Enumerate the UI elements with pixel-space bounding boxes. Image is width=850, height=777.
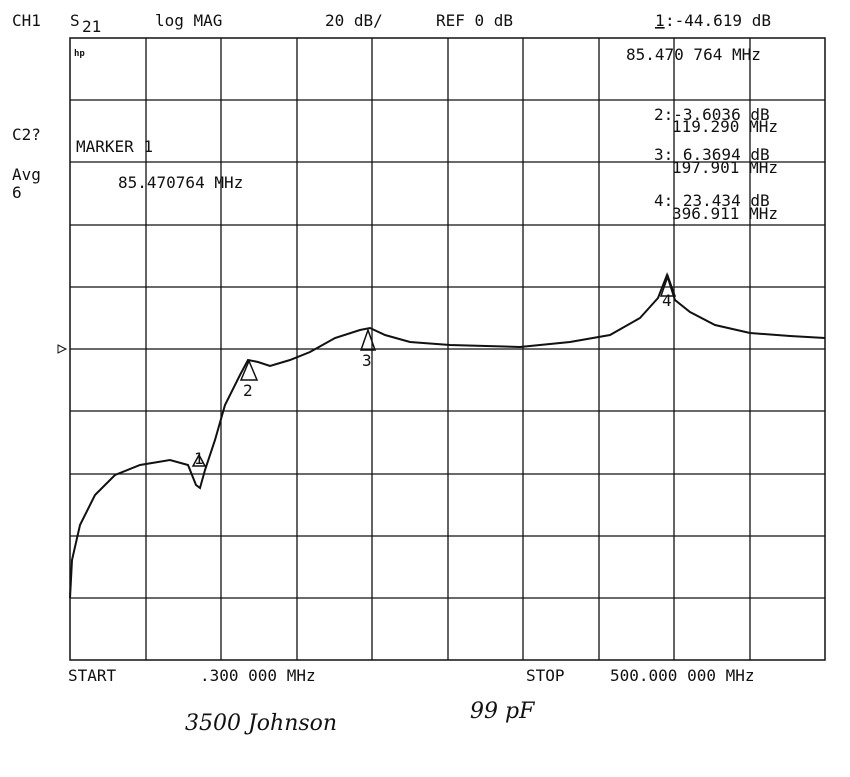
handwritten-note: 3500 Johnson	[185, 711, 337, 736]
marker-freq: 119.290 MHz	[672, 117, 778, 136]
active-marker-num: 1	[655, 11, 665, 30]
handwritten-cap: 99 pF	[470, 699, 535, 724]
trace-label: 4	[662, 291, 672, 310]
trace-label: 3	[362, 351, 372, 370]
stop-freq: 500.000 000 MHz	[610, 666, 755, 685]
active-marker-freq: 85.470 764 MHz	[626, 45, 761, 64]
marker-box-title: MARKER 1	[76, 137, 153, 156]
param: S	[70, 11, 80, 30]
marker-value: 4: 23.434 dB	[654, 191, 770, 210]
start-label: START	[68, 666, 117, 685]
marker-freq: 197.901 MHz	[672, 158, 778, 177]
marker-freq: 396.911 MHz	[672, 204, 778, 223]
start-freq: .300 000 MHz	[200, 666, 316, 685]
channel: CH1	[12, 11, 41, 30]
logo: hp	[74, 49, 85, 59]
side-label: C2?	[12, 125, 41, 144]
trace	[69, 272, 826, 599]
scale: 20 dB/	[325, 11, 383, 30]
param-sub: 21	[82, 17, 101, 36]
active-marker-value: :-44.619 dB	[665, 11, 771, 30]
side-label: 6	[12, 183, 22, 202]
trace-markers	[191, 273, 677, 467]
ref-pointer	[57, 344, 68, 354]
marker-value: 2:-3.6036 dB	[654, 105, 770, 124]
trace-label: 1	[194, 449, 204, 468]
graticule	[69, 37, 826, 661]
trace-label: 2	[243, 381, 253, 400]
reference: REF 0 dB	[436, 11, 513, 30]
format: log MAG	[155, 11, 222, 30]
stop-label: STOP	[526, 666, 565, 685]
marker-box-freq: 85.470764 MHz	[118, 173, 243, 192]
marker-value: 3: 6.3694 dB	[654, 145, 770, 164]
side-label: Avg	[12, 165, 41, 184]
